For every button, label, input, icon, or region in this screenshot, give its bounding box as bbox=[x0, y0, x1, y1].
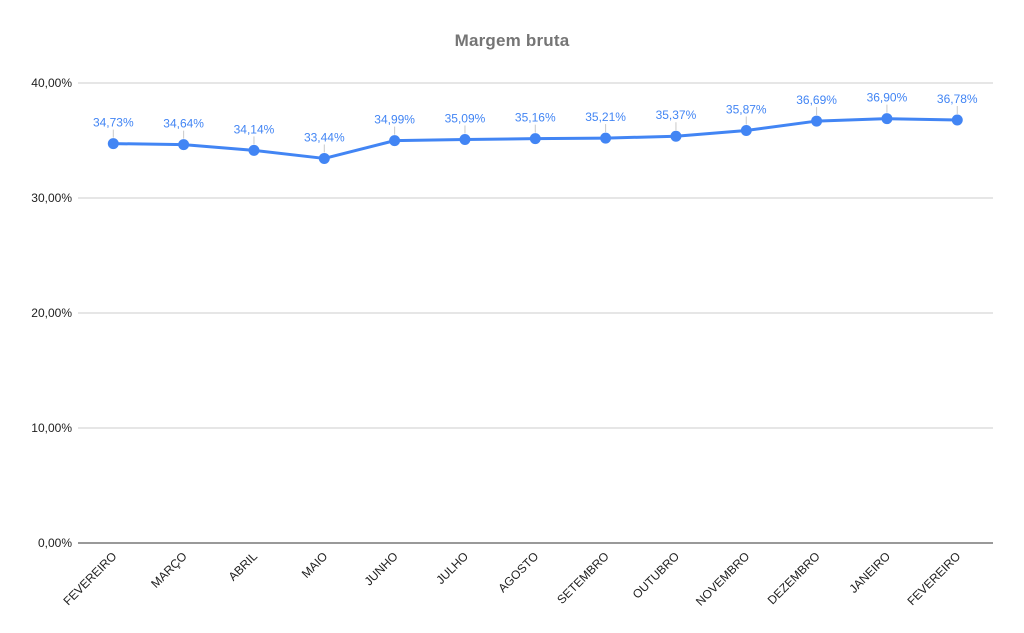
x-axis-tick-label: JULHO bbox=[433, 549, 471, 587]
data-point-label: 35,87% bbox=[726, 102, 767, 116]
data-point-label: 36,78% bbox=[937, 92, 978, 106]
data-point[interactable] bbox=[107, 138, 119, 150]
data-point[interactable] bbox=[600, 132, 612, 144]
data-point[interactable] bbox=[881, 113, 893, 125]
data-point[interactable] bbox=[318, 152, 330, 164]
x-axis-tick-label: JUNHO bbox=[362, 549, 401, 588]
data-point-label: 35,21% bbox=[585, 110, 626, 124]
x-axis-tick-label: OUTUBRO bbox=[630, 549, 682, 601]
y-axis-tick-label: 40,00% bbox=[31, 76, 72, 90]
data-point[interactable] bbox=[459, 133, 471, 145]
data-point-label: 34,14% bbox=[234, 122, 275, 136]
x-axis-tick-label: ABRIL bbox=[226, 549, 261, 584]
x-axis-tick-label: AGOSTO bbox=[495, 549, 541, 595]
data-point[interactable] bbox=[178, 139, 190, 151]
data-point-label: 33,44% bbox=[304, 130, 345, 144]
x-axis-tick-label: DEZEMBRO bbox=[765, 549, 823, 607]
data-point-label: 35,37% bbox=[656, 108, 697, 122]
chart-title: Margem bruta bbox=[454, 31, 570, 50]
x-axis-tick-label: MARÇO bbox=[148, 549, 189, 590]
x-axis-tick-label: NOVEMBRO bbox=[693, 549, 752, 608]
data-point-label: 34,73% bbox=[93, 116, 134, 130]
x-axis-tick-label: JANEIRO bbox=[846, 549, 893, 596]
data-point[interactable] bbox=[811, 115, 823, 127]
data-point[interactable] bbox=[389, 135, 401, 147]
data-point[interactable] bbox=[951, 114, 963, 126]
x-axis-tick-label: SETEMBRO bbox=[554, 549, 612, 607]
data-point-label: 34,99% bbox=[374, 113, 415, 127]
data-point-label: 36,69% bbox=[796, 93, 837, 107]
x-axis-tick-label: MAIO bbox=[299, 549, 331, 581]
data-point-label: 36,90% bbox=[867, 91, 908, 105]
y-axis-tick-label: 30,00% bbox=[31, 191, 72, 205]
data-point[interactable] bbox=[670, 130, 682, 142]
y-axis-tick-label: 0,00% bbox=[38, 536, 72, 550]
data-point[interactable] bbox=[248, 144, 260, 156]
data-point[interactable] bbox=[529, 133, 541, 145]
x-axis-tick-label: FEVEREIRO bbox=[904, 549, 963, 608]
data-point-label: 35,16% bbox=[515, 111, 556, 125]
x-axis-tick-label: FEVEREIRO bbox=[60, 549, 119, 608]
data-point-label: 35,09% bbox=[445, 111, 486, 125]
data-point-label: 34,64% bbox=[163, 117, 204, 131]
data-point[interactable] bbox=[740, 124, 752, 136]
y-axis-tick-label: 10,00% bbox=[31, 421, 72, 435]
y-axis-tick-label: 20,00% bbox=[31, 306, 72, 320]
